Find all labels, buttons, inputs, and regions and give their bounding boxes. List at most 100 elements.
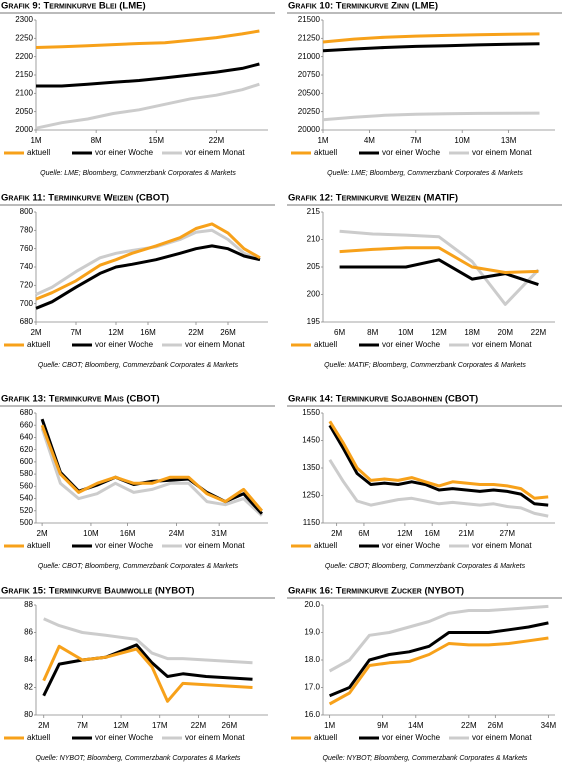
- chart-title: Grafik 13: Terminkurve Mais (CBOT): [1, 394, 160, 405]
- y-tick-label: 540: [20, 494, 34, 503]
- y-tick-label: 680: [20, 408, 34, 417]
- chart-title: Grafik 15: Terminkurve Baumwolle (NYBOT): [1, 586, 194, 597]
- y-tick-label: 760: [20, 244, 34, 253]
- y-tick-label: 700: [20, 299, 34, 308]
- legend-label: vor einem Monat: [185, 541, 245, 550]
- legend-label: vor einem Monat: [185, 148, 245, 157]
- y-tick-label: 21500: [298, 15, 321, 24]
- legend-label: vor einer Woche: [382, 148, 441, 157]
- y-tick-label: 84: [24, 655, 33, 664]
- x-tick-label: 31M: [211, 529, 227, 538]
- series-line: [43, 617, 253, 665]
- y-tick-label: 740: [20, 262, 34, 271]
- y-tick-label: 640: [20, 433, 34, 442]
- x-tick-label: 22M: [209, 136, 225, 145]
- x-tick-label: 21M: [459, 529, 475, 538]
- x-tick-label: 16M: [424, 529, 440, 538]
- source: Quelle: CBOT; Bloomberg, Commerzbank Cor…: [38, 362, 239, 369]
- legend-label: vor einem Monat: [472, 541, 532, 550]
- y-tick-label: 80: [24, 710, 33, 719]
- x-tick-label: 7M: [410, 136, 421, 145]
- legend-label: vor einem Monat: [185, 340, 245, 349]
- x-tick-label: 12M: [431, 328, 447, 337]
- legend-label: aktuell: [27, 541, 50, 550]
- y-tick-label: 19.0: [304, 628, 320, 637]
- x-tick-label: 18M: [464, 328, 480, 337]
- y-tick-label: 560: [20, 481, 34, 490]
- source: Quelle: NYBOT; Bloomberg, Commerzbank Co…: [323, 755, 528, 762]
- series-line: [339, 246, 539, 274]
- source: Quelle: CBOT; Bloomberg, Commerzbank Cor…: [38, 563, 239, 570]
- y-tick-label: 660: [20, 420, 34, 429]
- x-tick-label: 22M: [461, 721, 477, 730]
- chart-title: Grafik 14: Terminkurve Sojabohnen (CBOT): [288, 394, 478, 405]
- y-tick-label: 200: [307, 290, 321, 299]
- x-tick-label: 17M: [152, 721, 168, 730]
- legend-label: vor einer Woche: [95, 541, 154, 550]
- legend-label: vor einer Woche: [382, 733, 441, 742]
- y-tick-label: 16.0: [304, 710, 320, 719]
- x-tick-label: 16M: [120, 529, 136, 538]
- x-tick-label: 12M: [113, 721, 129, 730]
- y-tick-label: 620: [20, 445, 34, 454]
- x-tick-label: 27M: [499, 529, 515, 538]
- source: Quelle: MATIF; Bloomberg, Commerzbank Co…: [324, 362, 526, 369]
- y-tick-label: 18.0: [304, 655, 320, 664]
- series-line: [339, 229, 540, 306]
- y-tick-label: 215: [307, 207, 321, 216]
- x-tick-label: 13M: [501, 136, 517, 145]
- series-line: [36, 62, 260, 88]
- x-tick-label: 20M: [498, 328, 514, 337]
- series-line: [40, 427, 263, 517]
- x-tick-label: 24M: [169, 529, 185, 538]
- legend-label: aktuell: [27, 148, 50, 157]
- y-tick-label: 20.0: [304, 600, 320, 609]
- chart-title: Grafik 9: Terminkurve Blei (LME): [1, 1, 146, 12]
- x-tick-label: 1M: [30, 136, 41, 145]
- legend-label: vor einem Monat: [185, 733, 245, 742]
- x-tick-label: 9M: [377, 721, 388, 730]
- x-tick-label: 2M: [38, 721, 49, 730]
- x-tick-label: 26M: [222, 721, 238, 730]
- legend-label: aktuell: [314, 148, 337, 157]
- y-tick-label: 2150: [15, 70, 33, 79]
- series-line: [322, 111, 540, 122]
- y-tick-label: 21000: [298, 52, 321, 61]
- legend-label: aktuell: [314, 541, 337, 550]
- series-line: [322, 32, 540, 44]
- chart-title: Grafik 10: Terminkurve Zinn (LME): [288, 1, 438, 12]
- series-line: [329, 621, 549, 698]
- y-tick-label: 2300: [15, 15, 33, 24]
- series-line: [328, 604, 549, 673]
- x-tick-label: 14M: [408, 721, 424, 730]
- y-tick-label: 20750: [298, 70, 321, 79]
- x-tick-label: 1M: [317, 136, 328, 145]
- y-tick-label: 20000: [298, 125, 321, 134]
- series-line: [328, 420, 549, 500]
- legend-label: aktuell: [27, 733, 50, 742]
- x-tick-label: 6M: [358, 529, 369, 538]
- x-tick-label: 7M: [70, 328, 81, 337]
- y-tick-label: 1150: [303, 518, 321, 527]
- x-tick-label: 10M: [398, 328, 414, 337]
- y-tick-label: 210: [307, 235, 321, 244]
- source: Quelle: LME; Bloomberg, Commerzbank Corp…: [327, 170, 523, 177]
- series-line: [328, 636, 549, 706]
- y-tick-label: 1550: [302, 408, 320, 417]
- series-line: [42, 643, 253, 697]
- series-line: [40, 424, 264, 512]
- series-line: [328, 424, 549, 507]
- x-tick-label: 34M: [541, 721, 557, 730]
- x-tick-label: 22M: [531, 328, 547, 337]
- y-tick-label: 2200: [15, 52, 33, 61]
- x-tick-label: 22M: [191, 721, 207, 730]
- y-tick-label: 1350: [302, 463, 320, 472]
- x-tick-label: 22M: [188, 328, 204, 337]
- source: Quelle: CBOT; Bloomberg, Commerzbank Cor…: [325, 563, 526, 570]
- y-tick-label: 720: [20, 280, 34, 289]
- legend-label: vor einer Woche: [382, 340, 441, 349]
- y-tick-label: 1250: [302, 491, 320, 500]
- x-tick-label: 12M: [397, 529, 413, 538]
- y-tick-label: 2250: [15, 33, 33, 42]
- y-tick-label: 86: [24, 628, 33, 637]
